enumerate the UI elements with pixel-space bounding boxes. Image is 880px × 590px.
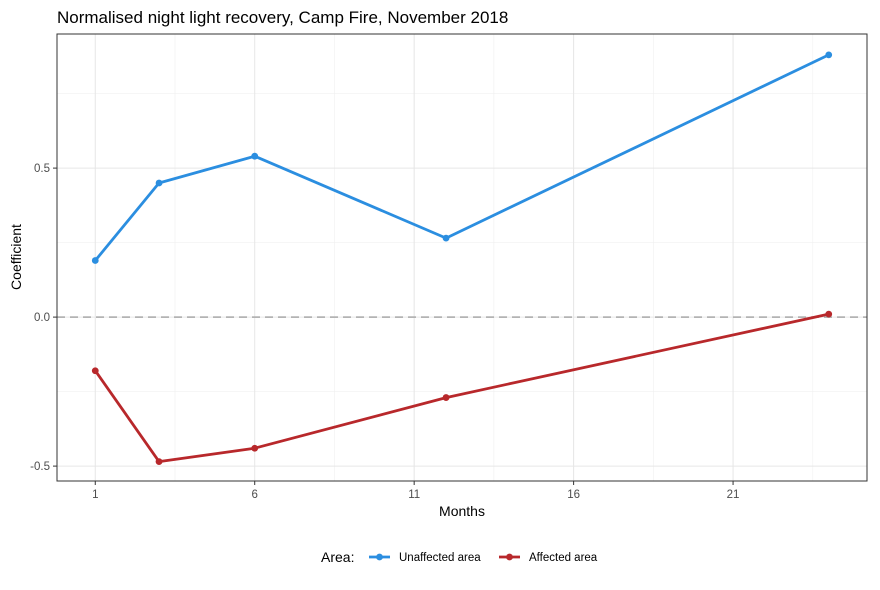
data-point [251, 152, 259, 160]
chart-title: Normalised night light recovery, Camp Fi… [57, 8, 508, 27]
y-tick-label: -0.5 [30, 461, 50, 473]
x-axis-ticks: 1 6 11 16 21 [92, 481, 739, 501]
x-tick-label: 1 [92, 489, 98, 501]
legend-key-point [376, 553, 383, 561]
data-point [825, 51, 833, 59]
x-tick-label: 11 [408, 489, 420, 501]
x-tick-label: 16 [567, 489, 580, 501]
y-axis-label: Coefficient [8, 224, 24, 290]
y-tick-label: 0.0 [34, 312, 50, 324]
x-axis-label: Months [439, 503, 485, 519]
data-point [155, 179, 163, 187]
x-tick-label: 6 [252, 489, 258, 501]
data-point [91, 257, 99, 264]
data-point [442, 394, 450, 401]
y-tick-label: 0.5 [34, 163, 50, 175]
legend-item-1: Affected area [499, 552, 598, 564]
legend-label: Unaffected area [399, 552, 481, 564]
legend-item-0: Unaffected area [369, 552, 481, 564]
data-point [825, 310, 833, 318]
legend-key-point [506, 553, 513, 561]
y-axis-ticks: -0.5 0.0 0.5 [30, 163, 57, 473]
data-series [91, 51, 833, 466]
data-point [155, 458, 163, 466]
legend: Area: Unaffected area Affected area [321, 549, 598, 565]
legend-label: Affected area [529, 552, 598, 564]
plot-panel-border [56, 33, 868, 482]
series-1 [91, 310, 833, 466]
series-line [93, 53, 831, 262]
data-point [251, 444, 259, 452]
data-point [91, 367, 99, 375]
legend-title: Area: [321, 549, 354, 565]
series-0 [91, 51, 833, 264]
data-point [442, 234, 450, 242]
gridlines [57, 34, 867, 481]
x-tick-label: 21 [727, 489, 740, 501]
series-line [93, 312, 831, 464]
